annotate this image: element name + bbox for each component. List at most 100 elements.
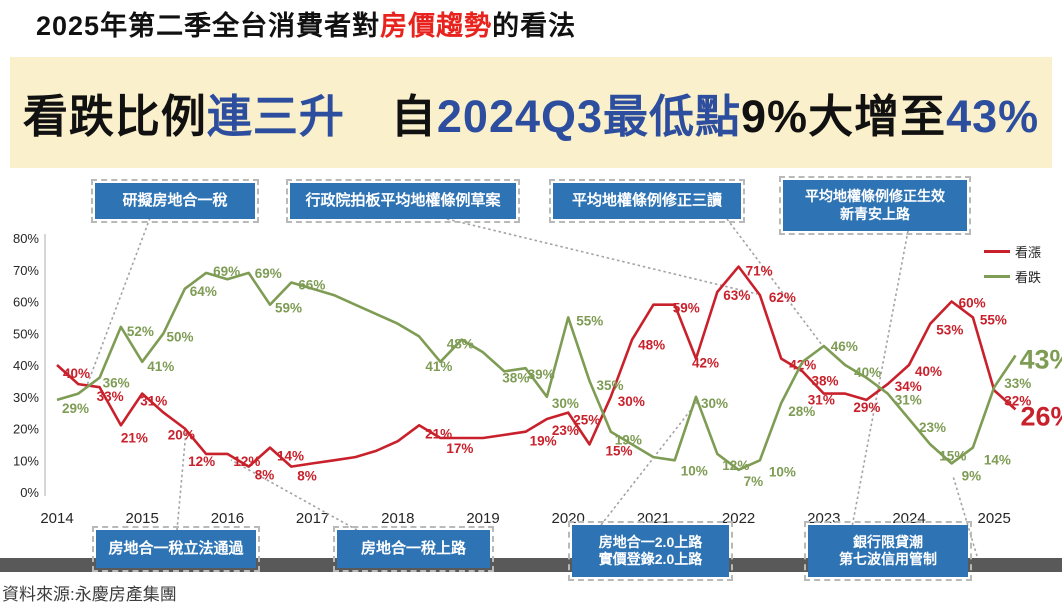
data-label: 12% bbox=[722, 458, 749, 473]
callout-text-line: 銀行限貸潮 bbox=[853, 533, 923, 550]
data-label: 52% bbox=[127, 324, 154, 339]
x-axis-tick: 2018 bbox=[381, 510, 414, 527]
data-label: 29% bbox=[62, 401, 89, 416]
data-label: 62% bbox=[769, 290, 796, 305]
callout-connector bbox=[851, 230, 909, 528]
page-title-prefix: 2025年第二季全台消費者對 bbox=[36, 11, 381, 41]
x-axis-tick: 2024 bbox=[892, 510, 925, 527]
data-label: 40% bbox=[63, 366, 90, 381]
callout-housing-tax-launch: 房地合一稅上路 bbox=[333, 526, 494, 572]
callout-land-act-cabinet-draft: 行政院拍板平均地權條例草案 bbox=[286, 179, 520, 223]
data-label: 55% bbox=[576, 313, 603, 328]
data-label: 23% bbox=[552, 423, 579, 438]
data-label: 48% bbox=[447, 337, 474, 352]
x-axis-tick: 2022 bbox=[722, 510, 755, 527]
x-axis-tick: 2015 bbox=[126, 510, 159, 527]
y-axis-tick: 20% bbox=[13, 422, 39, 437]
y-axis-tick: 0% bbox=[20, 485, 39, 500]
callout-connector bbox=[230, 459, 358, 531]
y-axis-tick: 70% bbox=[13, 263, 39, 278]
data-label: 30% bbox=[618, 394, 645, 409]
x-axis-tick: 2016 bbox=[211, 510, 244, 527]
data-label: 20% bbox=[168, 428, 195, 443]
data-label: 19% bbox=[615, 433, 642, 448]
data-label: 42% bbox=[789, 358, 816, 373]
data-label: 41% bbox=[425, 359, 452, 374]
data-label: 59% bbox=[673, 301, 700, 316]
data-label: 25% bbox=[573, 413, 600, 428]
fall-series-line bbox=[56, 271, 1017, 472]
chart-legend: 看漲 看跌 bbox=[984, 242, 1041, 292]
headline-segment: 2024Q3最低點 bbox=[436, 91, 742, 142]
callout-text-line: 房地合一稅立法通過 bbox=[108, 539, 244, 557]
headline-segment: 看跌比例 bbox=[22, 91, 207, 142]
data-label: 10% bbox=[769, 464, 796, 479]
data-label: 10% bbox=[681, 463, 708, 478]
callout-connector bbox=[446, 218, 758, 295]
data-label: 14% bbox=[277, 449, 304, 464]
page-title-highlight: 房價趨勢 bbox=[380, 11, 493, 41]
data-label: 17% bbox=[446, 441, 473, 456]
x-axis-tick: 2021 bbox=[637, 510, 670, 527]
data-label: 69% bbox=[255, 266, 282, 281]
data-label: 66% bbox=[298, 277, 325, 292]
callout-bank-credit-controls: 銀行限貸潮 第七波信用管制 bbox=[804, 521, 972, 581]
callout-text-line: 研擬房地合一稅 bbox=[122, 191, 228, 209]
data-label: 31% bbox=[895, 393, 922, 408]
data-label: 34% bbox=[895, 379, 922, 394]
data-label: 19% bbox=[530, 434, 557, 449]
data-label: 26% bbox=[1021, 401, 1062, 431]
data-label: 12% bbox=[233, 454, 260, 469]
y-axis-tick: 30% bbox=[13, 390, 39, 405]
headline-banner: 看跌比例連三升 自2024Q3最低點9%大增至43% bbox=[10, 57, 1052, 168]
legend-item-fall: 看跌 bbox=[984, 267, 1041, 286]
callout-text-line: 行政院拍板平均地權條例草案 bbox=[305, 191, 501, 209]
callout-tax-2-0-launch: 房地合一2.0上路 實價登錄2.0上路 bbox=[568, 521, 733, 581]
x-axis-tick: 2017 bbox=[296, 510, 329, 527]
y-axis-tick: 40% bbox=[13, 358, 39, 373]
data-label: 8% bbox=[297, 469, 317, 484]
data-label: 31% bbox=[140, 394, 167, 409]
x-axis-tick: 2025 bbox=[978, 510, 1011, 527]
data-label: 35% bbox=[597, 378, 624, 393]
data-label: 42% bbox=[692, 356, 719, 371]
callout-land-act-effective-new-qingan: 平均地權條例修正生效 新青安上路 bbox=[779, 176, 971, 235]
data-label: 60% bbox=[959, 296, 986, 311]
data-label: 21% bbox=[121, 430, 148, 445]
y-axis-tick: 80% bbox=[13, 231, 39, 246]
data-label: 29% bbox=[853, 400, 880, 415]
data-label: 41% bbox=[147, 359, 174, 374]
data-label: 15% bbox=[939, 448, 966, 463]
data-label: 46% bbox=[831, 339, 858, 354]
data-label: 9% bbox=[962, 468, 982, 483]
timeline-bar bbox=[0, 558, 1062, 572]
data-label: 40% bbox=[854, 365, 881, 380]
page-title: 2025年第二季全台消費者對房價趨勢的看法 bbox=[36, 4, 576, 43]
headline-segment: 43% bbox=[946, 91, 1040, 142]
callout-connector bbox=[726, 218, 823, 346]
callout-text-line: 平均地權條例修正三讀 bbox=[571, 191, 722, 209]
callout-text-line: 房地合一2.0上路 bbox=[598, 533, 703, 550]
y-axis-tick: 10% bbox=[13, 453, 39, 468]
y-axis-tick: 60% bbox=[13, 295, 39, 310]
callout-text-line: 房地合一稅上路 bbox=[360, 539, 466, 557]
y-axis-tick: 50% bbox=[13, 326, 39, 341]
source-credit: 資料來源:永慶房產集團 bbox=[2, 585, 177, 604]
callout-text-line: 第七波信用管制 bbox=[839, 551, 937, 567]
data-label: 15% bbox=[606, 443, 633, 458]
callout-housing-tax-draft: 研擬房地合一稅 bbox=[91, 179, 259, 223]
callout-housing-tax-passed: 房地合一稅立法通過 bbox=[92, 526, 260, 572]
data-label: 38% bbox=[812, 373, 839, 388]
data-label: 23% bbox=[919, 420, 946, 435]
rise-series-line bbox=[56, 265, 1017, 468]
data-label: 50% bbox=[167, 329, 194, 344]
rise-line-swatch bbox=[984, 250, 1010, 253]
data-label: 43% bbox=[1020, 344, 1062, 374]
legend-label-rise: 看漲 bbox=[1015, 245, 1042, 260]
fall-line-swatch bbox=[984, 275, 1010, 278]
page-title-suffix: 的看法 bbox=[492, 11, 577, 41]
headline-segment: 9%大增至 bbox=[741, 91, 947, 142]
callout-connector bbox=[952, 475, 978, 557]
